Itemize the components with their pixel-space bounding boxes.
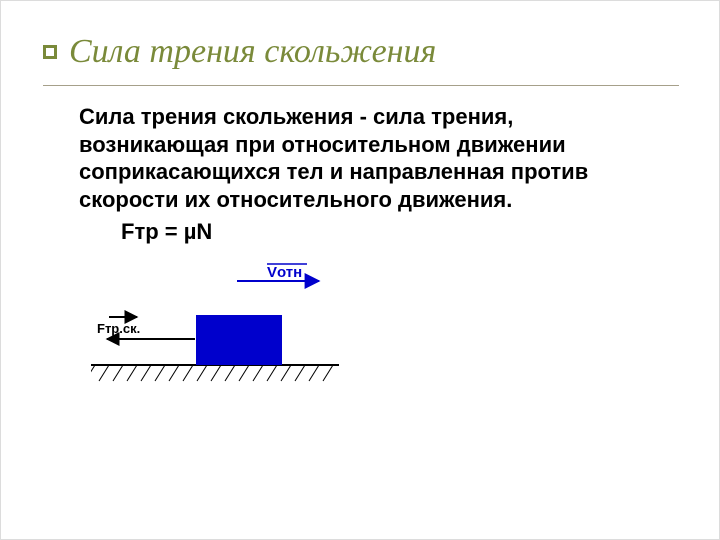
svg-text:Vотн: Vотн bbox=[267, 264, 302, 281]
slide-title: Сила трения скольжения bbox=[69, 33, 436, 71]
friction-formula: Fтр = µN bbox=[121, 219, 212, 245]
svg-text:Fтр.ск.: Fтр.ск. bbox=[97, 321, 140, 336]
title-divider bbox=[43, 85, 679, 86]
friction-diagram: Vотн Fтр.ск. bbox=[91, 257, 351, 437]
title-bullet-icon bbox=[43, 45, 57, 59]
title-row: Сила трения скольжения bbox=[43, 33, 436, 71]
definition-text: Сила трения скольжения - сила трения, во… bbox=[79, 103, 649, 213]
